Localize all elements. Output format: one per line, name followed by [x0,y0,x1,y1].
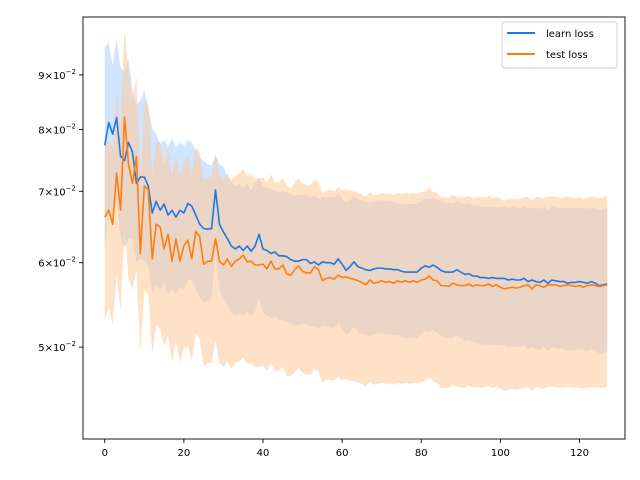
confidence-bands [104,28,608,391]
axes-frame [82,16,626,440]
learn-loss-line [103,116,608,287]
x-tick-label: 100 [491,448,510,459]
y-tick-label: 7×10−2 [38,184,76,198]
x-tick-label: 40 [257,448,270,459]
plot-area [103,28,608,391]
legend-label-learn-loss: learn loss [546,29,594,40]
test-loss-line [104,116,608,290]
x-tick-label: 80 [415,448,428,459]
y-axis: 5×10−2 6×10−2 7×10−2 8×10−2 9×10−2 [38,68,83,354]
legend-label-test-loss: test loss [546,50,588,61]
y-tick-label: 6×10−2 [38,256,76,270]
x-tick-label: 0 [102,448,108,459]
x-tick-label: 20 [178,448,191,459]
x-tick-label: 60 [336,448,349,459]
y-tick-label: 5×10−2 [38,340,76,354]
x-tick-label: 120 [570,448,589,459]
test-loss-band [104,28,608,391]
series-lines [103,116,608,290]
legend: learn loss test loss [501,21,618,69]
x-axis: 0 20 40 60 80 100 120 [102,439,589,459]
y-tick-label: 9×10−2 [38,68,76,82]
y-tick-label: 8×10−2 [38,122,76,136]
